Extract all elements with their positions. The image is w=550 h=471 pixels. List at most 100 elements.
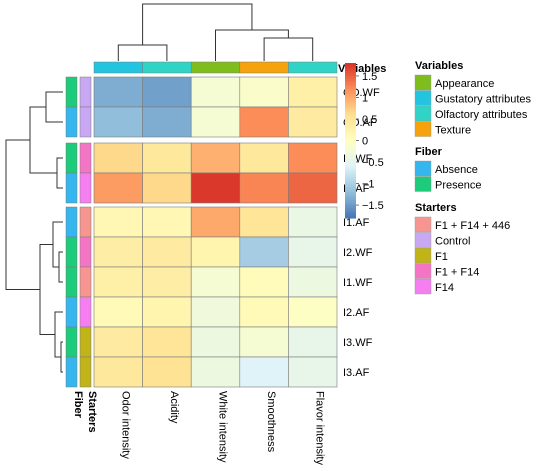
- color-scale-segment: [345, 212, 356, 217]
- color-scale-segment: [345, 184, 356, 188]
- heatmap-cell-i4-wf-3: [190, 142, 241, 174]
- heatmap-cell-i4-af-1: [93, 172, 143, 204]
- heatmap-cell-i1-af-2: [142, 206, 192, 238]
- legend-swatch: [414, 176, 432, 192]
- color-scale-segment: [345, 150, 356, 155]
- fiber-annotation-cell-4: [65, 172, 78, 204]
- row-label: I1.WF: [343, 277, 373, 289]
- color-scale-segment: [345, 148, 356, 152]
- color-scale-segment: [345, 91, 356, 95]
- color-scale-segment: [345, 81, 356, 85]
- fiber-annotation-cell-2: [65, 106, 78, 138]
- heatmap-cell-co-wf-1: [93, 76, 143, 108]
- variables-legend-title: Variables: [415, 60, 463, 72]
- heatmap-cell-i4-af-4: [239, 172, 289, 204]
- fiber-annotation-cell-1: [65, 76, 78, 108]
- color-scale-segment: [345, 163, 356, 167]
- color-scale-segment: [345, 73, 356, 77]
- heatmap-cell-i2-af-4: [239, 296, 289, 328]
- starters-annotation-cell-8: [79, 296, 92, 328]
- column-annotation-cell-4: [239, 61, 289, 74]
- starters-legend-title: Starters: [415, 202, 457, 214]
- legend-entry-label: Appearance: [435, 78, 494, 90]
- color-scale-segment: [345, 99, 356, 103]
- heatmap-cell-i2-af-2: [142, 296, 192, 328]
- row-merge-i1af: [52, 221, 63, 268]
- column-annotation-cell-3: [190, 61, 241, 74]
- color-scale-segment: [345, 94, 356, 98]
- fiber-track-label: Fiber: [72, 391, 84, 419]
- legend-swatch: [414, 278, 432, 295]
- color-scale-segment: [345, 156, 356, 160]
- heatmap-cell-co-af-3: [190, 106, 241, 138]
- legend-entry-label: F1 + F14 + 446: [435, 220, 510, 232]
- fiber-annotation-cell-7: [65, 266, 78, 298]
- legends: Variables Appearance Gustatory attributes O…: [414, 60, 531, 295]
- color-scale-bar: 1.5 1 0.5 0 −0.5 −1 −1.5: [345, 63, 384, 219]
- column-label: Flavor intensity: [314, 391, 326, 465]
- fiber-annotation-cell-10: [65, 356, 78, 388]
- color-scale-segment: [345, 176, 356, 180]
- row-label: I2.WF: [343, 247, 373, 259]
- fiber-annotation-cell-9: [65, 326, 78, 358]
- column-annotation-cell-2: [142, 61, 192, 74]
- col-merge-root: [142, 3, 253, 45]
- starters-annotation-cell-4: [79, 172, 92, 204]
- color-scale-segment: [345, 205, 356, 209]
- legend-swatch: [414, 232, 432, 248]
- heatmap-cell-co-af-4: [239, 106, 289, 138]
- row-merge-i2wf-i1wf: [58, 251, 63, 283]
- column-annotation-cell-1: [93, 61, 143, 74]
- color-scale-segment: [345, 88, 356, 93]
- color-scale-segment: [345, 199, 356, 204]
- heatmap-cell-i3-wf-3: [190, 326, 241, 358]
- heatmap-cell-co-af-1: [93, 106, 143, 138]
- heatmap-cell-i3-af-2: [142, 356, 192, 388]
- row-merge-root: [5, 139, 40, 290]
- heatmap-cell-i1-wf-2: [142, 266, 192, 298]
- color-scale-segment: [345, 168, 356, 173]
- fiber-annotation-cell-3: [65, 142, 78, 174]
- starters-annotation-cell-5: [79, 206, 92, 238]
- heatmap-cell-co-af-5: [288, 106, 338, 138]
- starters-annotation-cell-2: [79, 106, 92, 138]
- legend-entry-label: Gustatory attributes: [435, 94, 531, 106]
- color-scale-segment: [345, 194, 356, 198]
- starters-track-label: Starters: [86, 391, 98, 433]
- color-scale-segment: [345, 161, 356, 165]
- color-scale-segment: [345, 101, 356, 105]
- legend-swatch: [414, 160, 432, 177]
- legend-entry-label: F1 + F14: [435, 267, 479, 279]
- color-scale-segment: [345, 125, 356, 129]
- heatmap-cell-i2-wf-3: [190, 236, 241, 268]
- color-scale-segment: [345, 75, 356, 80]
- column-label: White intensity: [217, 391, 229, 463]
- color-scale-segment: [345, 192, 356, 196]
- row-merge-upper: [29, 106, 57, 174]
- row-annotations: [65, 76, 92, 388]
- color-scale-segment: [345, 130, 356, 134]
- heatmap-cell-i1-af-5: [288, 206, 338, 238]
- heatmap-cell-i3-wf-2: [142, 326, 192, 358]
- color-scale-segment: [345, 207, 356, 211]
- heatmap-cell-co-wf-2: [142, 76, 192, 108]
- heatmap-cell-co-af-2: [142, 106, 192, 138]
- fiber-legend-title: Fiber: [415, 146, 443, 158]
- starters-annotation-cell-1: [79, 76, 92, 108]
- color-scale-segment: [345, 137, 356, 142]
- heatmap-cell-co-wf-3: [190, 76, 241, 108]
- heatmap-cell-i4-af-2: [142, 172, 192, 204]
- heatmap-cell-i1-wf-3: [190, 266, 241, 298]
- legend-swatch: [414, 90, 432, 106]
- color-scale-segment: [345, 140, 356, 144]
- fiber-annotation-cell-6: [65, 236, 78, 268]
- row-merge-i4: [56, 157, 63, 189]
- col-merge-smoothness-flavor: [263, 37, 314, 61]
- heatmap-cell-i4-af-5: [288, 172, 338, 204]
- legend-entry-label: Control: [435, 236, 470, 248]
- heatmap-cell-i3-af-5: [288, 356, 338, 388]
- color-scale-segment: [345, 166, 356, 170]
- fiber-annotation-cell-5: [65, 206, 78, 238]
- heatmap-cell-i1-af-4: [239, 206, 289, 238]
- heatmap-cell-i3-af-1: [93, 356, 143, 388]
